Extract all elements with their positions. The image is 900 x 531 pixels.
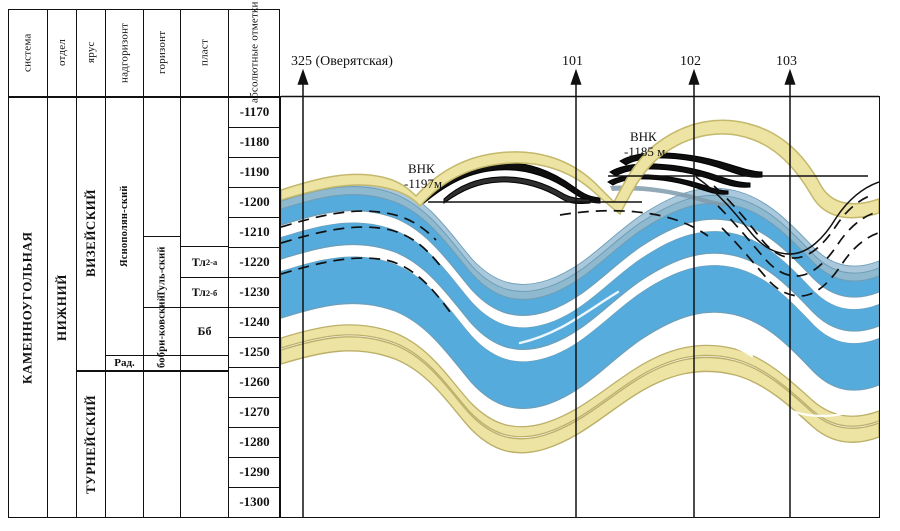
plast-rule-bb-top xyxy=(181,307,228,309)
plast-tl2a-base: Тл xyxy=(191,254,206,269)
column-header-gorizont: горизонт xyxy=(156,30,168,75)
cell-yarus-turneysky: ТУРНЕЙСКИЙ xyxy=(83,394,98,495)
depth-rule-7 xyxy=(229,307,280,309)
vnk-annotation-1197: ВНК -1197м xyxy=(404,161,443,192)
depth-label-minus1270: -1270 xyxy=(239,404,270,419)
depth-scale-column: -1170 -1180 -1190 -1200 -1210 -1220 -1230 -1240… xyxy=(229,97,280,517)
column-header-yarus: ярус xyxy=(85,41,97,64)
cell-plast-bb: Бб xyxy=(197,324,212,338)
cell-plast-tl2a: Тл 2-а xyxy=(181,247,228,277)
depth-label-minus1260: -1260 xyxy=(239,374,270,389)
vnk-annotation-1185: ВНК -1185 м xyxy=(624,129,666,160)
depth-rule-9 xyxy=(229,367,280,369)
plast-rule-bb-bottom xyxy=(181,355,228,357)
depth-label-minus1280: -1280 xyxy=(239,434,270,449)
plast-tl2a-sub: 2-а xyxy=(205,257,218,267)
plast-tl2b-base: Тл xyxy=(191,285,206,299)
yarus-divider xyxy=(77,370,228,372)
well-label-102: 102 xyxy=(680,54,701,69)
table-header-rule xyxy=(8,96,280,98)
depth-rule-5 xyxy=(229,247,280,249)
depth-label-minus1220: -1220 xyxy=(239,254,270,269)
gorizont-bob-line1: бобри- xyxy=(156,335,168,369)
cell-gorizont-bobrikovsky: бобри- ковский xyxy=(144,295,180,368)
plast-rule-top xyxy=(181,246,228,248)
table-col-sep-3 xyxy=(105,9,107,518)
cell-plast-tl2b: Тл 2-б xyxy=(181,278,228,307)
column-header-otdel: отдел xyxy=(56,39,68,66)
nadgorizont-line1: Яснополян- xyxy=(118,208,130,267)
vnk-1185-value: -1185 м xyxy=(624,143,666,159)
gorizont-divider xyxy=(144,307,180,309)
table-col-sep-5 xyxy=(180,9,182,518)
depth-rule-12 xyxy=(229,457,280,459)
depth-label-minus1190: -1190 xyxy=(239,164,270,179)
depth-label-minus1200: -1200 xyxy=(239,194,270,209)
depth-label-minus1230: -1230 xyxy=(239,284,270,299)
depth-label-minus1180: -1180 xyxy=(239,134,270,149)
cell-nadgorizont-rad: Рад. xyxy=(114,357,135,369)
depth-label-minus1210: -1210 xyxy=(239,224,270,239)
nadgorizont-line2: ский xyxy=(118,185,130,209)
well-label-325: 325 (Оверятская) xyxy=(291,54,393,69)
gorizont-top-rule xyxy=(144,236,180,238)
vnk-1197-value: -1197м xyxy=(404,175,443,191)
cell-otdel: НИЖНИЙ xyxy=(54,274,69,342)
cell-sistema: КАМЕННОУГОЛЬНАЯ xyxy=(19,231,35,384)
depth-rule-13 xyxy=(229,487,280,489)
depth-rule-1 xyxy=(229,127,280,129)
gorizont-tul-line2: ский xyxy=(156,245,168,270)
column-header-sistema: система xyxy=(21,33,34,72)
gorizont-tul-line1: Туль- xyxy=(156,269,168,298)
table-col-sep-4 xyxy=(143,9,145,518)
gorizont-bob-line2: ковский xyxy=(156,294,168,336)
vnk-1197-title: ВНК xyxy=(408,161,435,176)
depth-rule-4 xyxy=(229,217,280,219)
depth-rule-2 xyxy=(229,157,280,159)
depth-label-minus1170: -1170 xyxy=(239,104,270,119)
depth-rule-8 xyxy=(229,337,280,339)
table-col-sep-2 xyxy=(76,9,78,518)
column-header-absolute-marks: абсолютные отметки xyxy=(229,2,280,104)
plast-rule-mid xyxy=(181,277,228,279)
column-header-plast: пласт xyxy=(198,39,211,66)
absolute-marks-text: абсолютные отметки xyxy=(248,1,261,104)
cross-section-panel xyxy=(280,96,880,518)
well-label-101: 101 xyxy=(562,54,583,69)
depth-label-minus1240: -1240 xyxy=(239,314,270,329)
depth-rule-3 xyxy=(229,187,280,189)
depth-label-minus1250: -1250 xyxy=(239,344,270,359)
cell-nadgorizont-yasnopolyansky: Яснополян- ский xyxy=(106,97,143,355)
vnk-1185-title: ВНК xyxy=(630,129,657,144)
column-header-nadgorizont: надгоризонт xyxy=(118,22,131,83)
depth-label-minus1300: -1300 xyxy=(239,494,270,509)
depth-rule-6 xyxy=(229,277,280,279)
well-label-103: 103 xyxy=(776,54,797,69)
plast-tl2b-sub: 2-б xyxy=(205,287,218,298)
depth-rule-10 xyxy=(229,397,280,399)
cell-yarus-vizeysky: ВИЗЕЙСКИЙ xyxy=(83,189,98,278)
depth-label-minus1290: -1290 xyxy=(239,464,270,479)
depth-rule-11 xyxy=(229,427,280,429)
nadgorizont-divider xyxy=(106,355,143,357)
table-col-sep-6 xyxy=(228,9,230,518)
table-col-sep-1 xyxy=(47,9,49,518)
gorizont-bottom-rule xyxy=(144,355,180,357)
